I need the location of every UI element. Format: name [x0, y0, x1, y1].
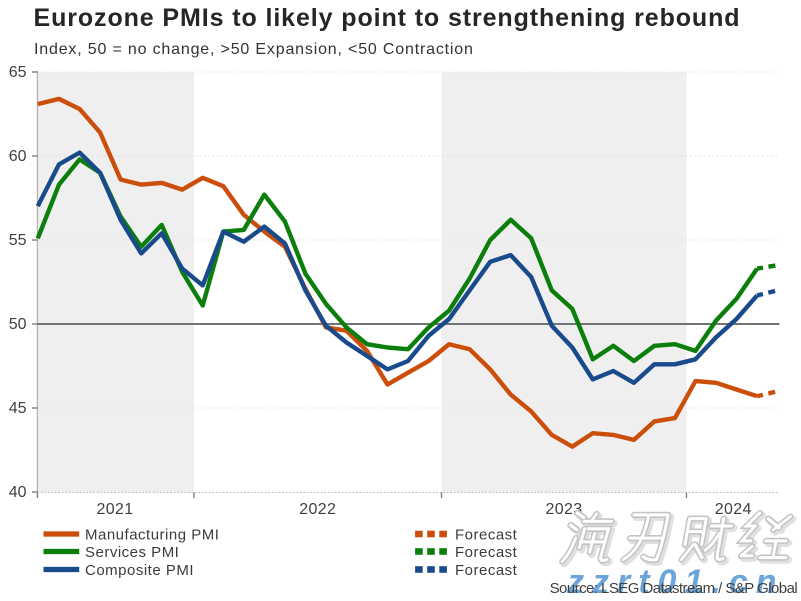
svg-text:Forecast: Forecast	[455, 526, 518, 543]
svg-text:50: 50	[9, 316, 27, 333]
svg-text:Forecast: Forecast	[455, 562, 518, 579]
svg-text:60: 60	[9, 148, 27, 165]
svg-text:45: 45	[9, 400, 27, 417]
svg-text:40: 40	[9, 484, 27, 501]
svg-text:2022: 2022	[299, 501, 336, 518]
svg-text:Manufacturing PMI: Manufacturing PMI	[85, 526, 219, 543]
svg-text:2024: 2024	[715, 501, 752, 518]
svg-text:2021: 2021	[97, 501, 134, 518]
svg-text:Services PMI: Services PMI	[85, 544, 179, 561]
svg-text:55: 55	[9, 232, 27, 249]
svg-text:65: 65	[9, 64, 27, 81]
svg-text:Composite PMI: Composite PMI	[85, 562, 194, 579]
svg-text:2023: 2023	[546, 501, 583, 518]
svg-text:Forecast: Forecast	[455, 544, 518, 561]
